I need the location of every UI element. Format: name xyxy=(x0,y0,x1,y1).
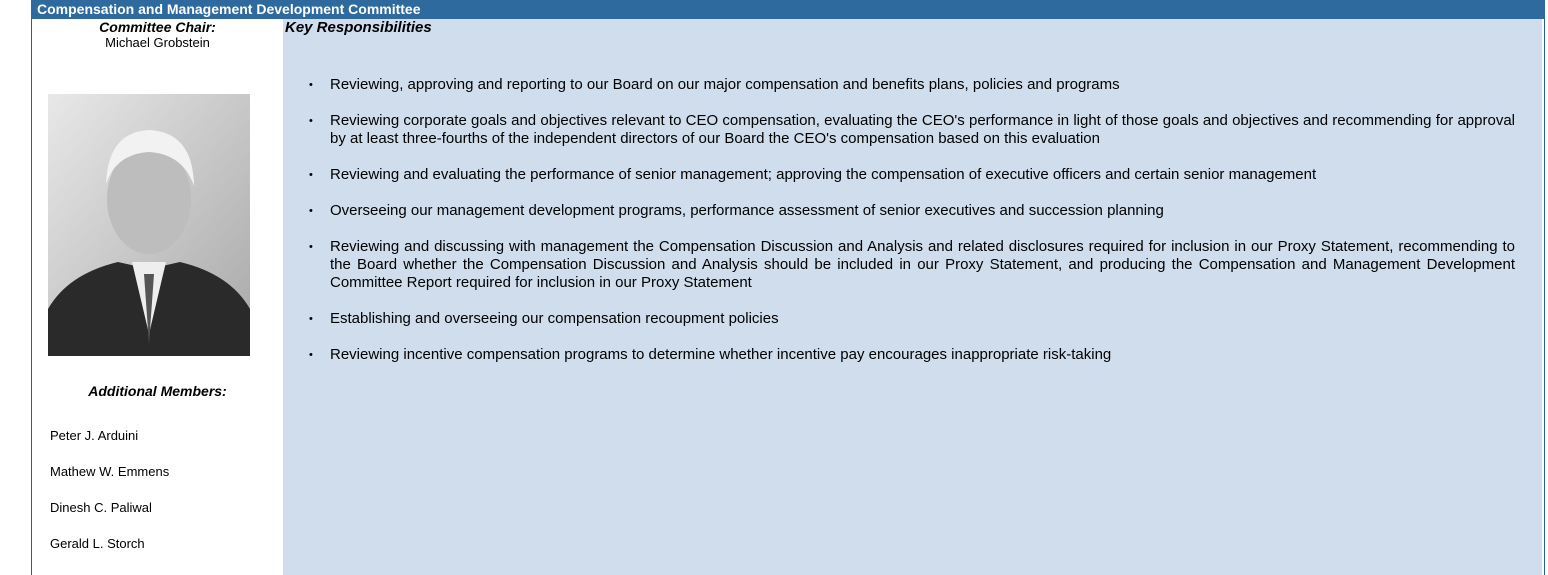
members-label: Additional Members: xyxy=(88,383,227,399)
member-name: Gerald L. Storch xyxy=(50,536,145,551)
member-name: Dinesh C. Paliwal xyxy=(50,500,152,515)
left-column: Committee Chair: Michael Grobstein Addit… xyxy=(32,19,283,551)
header-title: Compensation and Management Development … xyxy=(31,0,1545,19)
responsibility-item: Reviewing and discussing with management… xyxy=(309,238,1515,292)
member-name: Peter J. Arduini xyxy=(50,428,139,443)
responsibility-item: Overseeing our management development pr… xyxy=(309,202,1515,220)
member-name: Mathew W. Emmens xyxy=(50,464,170,479)
responsibility-item: Reviewing, approving and reporting to ou… xyxy=(309,76,1515,94)
chair-name: Michael Grobstein xyxy=(105,35,210,50)
responsibility-item: Reviewing incentive compensation program… xyxy=(309,346,1515,364)
responsibilities-title: Key Responsibilities xyxy=(285,19,432,36)
responsibility-item: Reviewing and evaluating the performance… xyxy=(309,166,1515,184)
frame xyxy=(31,0,1545,575)
chair-photo xyxy=(48,94,250,356)
responsibility-item: Reviewing corporate goals and objectives… xyxy=(309,112,1515,148)
responsibility-list: Reviewing, approving and reporting to ou… xyxy=(309,76,1515,382)
responsibility-item: Establishing and overseeing our compensa… xyxy=(309,310,1515,328)
chair-label: Committee Chair: xyxy=(99,19,216,35)
